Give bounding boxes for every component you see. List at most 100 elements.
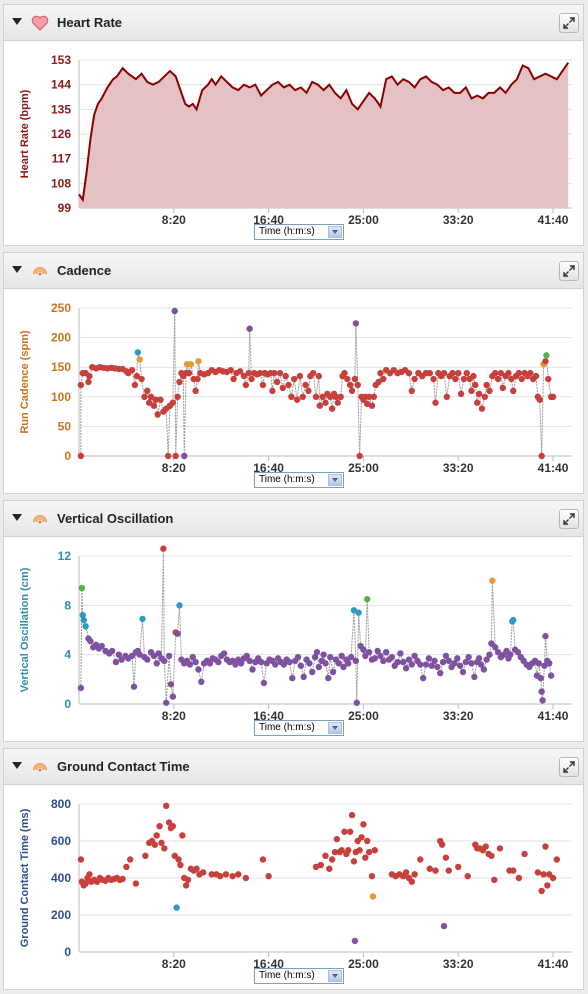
data-point (131, 381, 139, 389)
data-point (348, 811, 356, 819)
data-point (549, 874, 557, 882)
expand-button[interactable] (559, 261, 579, 281)
heart-icon (31, 15, 49, 31)
data-point (489, 577, 496, 584)
data-point (422, 661, 430, 668)
data-point (242, 381, 250, 389)
data-point (426, 369, 433, 377)
data-point (77, 684, 85, 692)
data-point (371, 847, 378, 854)
data-point (344, 375, 351, 383)
data-point (269, 387, 276, 395)
data-point (352, 657, 360, 665)
collapse-arrow-icon[interactable] (12, 762, 22, 769)
data-point (147, 393, 155, 400)
data-point (86, 871, 93, 878)
expand-icon (563, 265, 575, 277)
data-point (334, 399, 342, 406)
data-point (425, 655, 433, 662)
data-point (317, 861, 324, 869)
data-point (374, 647, 381, 655)
data-point (259, 856, 267, 863)
data-point (78, 584, 86, 592)
data-point (77, 381, 85, 389)
data-point (296, 372, 304, 380)
x-tick-label: 25:00 (348, 957, 379, 971)
data-point (532, 372, 540, 380)
data-point (408, 661, 415, 668)
expand-button[interactable] (559, 13, 579, 33)
data-point (294, 653, 302, 661)
data-point (119, 875, 126, 883)
data-point (169, 693, 177, 700)
data-point (333, 835, 341, 843)
collapse-arrow-icon[interactable] (12, 18, 22, 25)
data-point (438, 841, 446, 848)
collapse-arrow-icon[interactable] (12, 514, 22, 521)
data-point (459, 668, 467, 676)
expand-button[interactable] (559, 509, 579, 529)
y-tick-label: 12 (58, 549, 72, 563)
y-tick-label: 126 (51, 127, 71, 141)
data-point (315, 663, 323, 671)
time-axis-select[interactable]: Time (h:m:s) (254, 968, 344, 984)
data-point (356, 452, 363, 460)
data-point (153, 660, 160, 667)
time-axis-select[interactable]: Time (h:m:s) (254, 472, 344, 488)
data-point (537, 674, 544, 682)
y-tick-label: 0 (64, 697, 71, 711)
data-point (112, 658, 120, 666)
data-point (285, 381, 292, 389)
data-point (199, 869, 207, 876)
data-point (182, 882, 190, 889)
y-axis-title: Ground Contact Time (ms) (19, 808, 31, 947)
data-point (508, 375, 515, 383)
panel-title: Cadence (57, 263, 112, 278)
collapse-arrow-icon[interactable] (12, 266, 22, 273)
data-point (454, 655, 461, 662)
panel-title: Heart Rate (57, 15, 123, 30)
x-tick-label: 33:20 (443, 709, 474, 723)
data-point (130, 683, 138, 690)
data-point (346, 381, 354, 389)
expand-button[interactable] (559, 757, 579, 777)
data-point (402, 665, 410, 672)
data-point (426, 865, 433, 872)
x-tick-label: 33:20 (443, 213, 474, 227)
panel-header: Ground Contact Time (4, 749, 583, 785)
data-point (483, 656, 490, 663)
y-axis-title: Run Cadence (spm) (19, 330, 31, 434)
data-point (79, 612, 86, 619)
data-point (478, 405, 486, 412)
data-point (300, 673, 307, 681)
data-point (365, 848, 373, 856)
data-point (282, 372, 289, 380)
data-point (144, 387, 151, 395)
data-point (510, 867, 517, 874)
data-point (440, 369, 448, 377)
data-point (411, 375, 418, 383)
data-point (215, 658, 222, 666)
data-point (535, 660, 543, 667)
data-point (160, 545, 167, 552)
data-point (477, 661, 485, 668)
data-point (538, 887, 545, 895)
time-axis-select[interactable]: Time (h:m:s) (254, 224, 344, 240)
data-point (293, 396, 301, 403)
data-point (468, 660, 475, 667)
data-point (87, 637, 94, 645)
data-point (222, 871, 230, 878)
data-point (445, 657, 452, 665)
data-point (507, 651, 514, 658)
data-point (161, 845, 168, 852)
data-point (181, 452, 188, 460)
data-point (431, 657, 438, 665)
data-point (77, 856, 85, 863)
data-point (368, 402, 376, 409)
time-axis-select[interactable]: Time (h:m:s) (254, 720, 344, 736)
data-point (546, 660, 553, 667)
data-point (544, 882, 551, 889)
data-point (311, 653, 319, 661)
data-point (248, 375, 255, 383)
data-point (297, 662, 305, 669)
